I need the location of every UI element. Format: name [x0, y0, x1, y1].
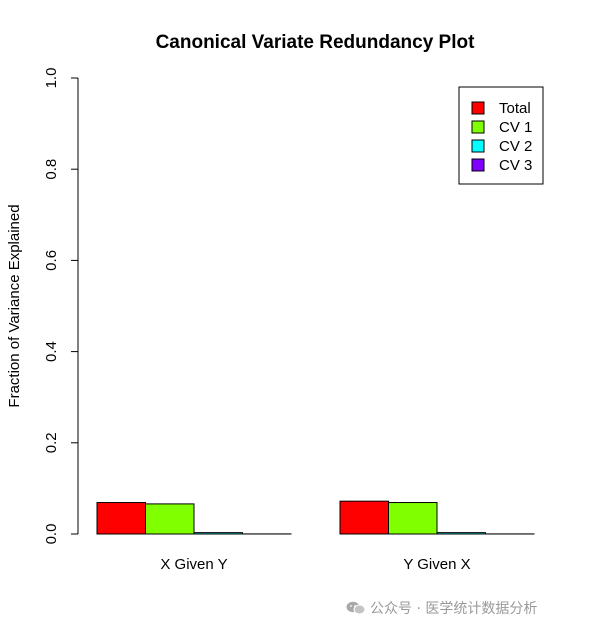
legend-label: CV 2: [499, 138, 532, 155]
y-tick-label: 0.6: [43, 250, 60, 271]
bar-total: [339, 500, 389, 535]
y-axis: 0.0 0.2 0.4 0.6 0.8 1.0: [43, 68, 79, 545]
bar-cv-1: [145, 503, 195, 535]
bar-cv-1: [388, 502, 438, 535]
y-tick-label: 0.4: [43, 341, 60, 362]
bars-group: [96, 500, 535, 535]
wechat-icon: [346, 601, 366, 615]
y-tick-label: 0.8: [43, 159, 60, 180]
legend-swatch: [471, 139, 485, 153]
y-tick-label: 0.2: [43, 432, 60, 453]
y-tick-label: 0.0: [43, 524, 60, 545]
legend-label: CV 3: [499, 157, 532, 174]
y-tick-label: 1.0: [43, 68, 60, 89]
x-category-label: Y Given X: [403, 556, 470, 573]
watermark-text: 公众号 · 医学统计数据分析: [370, 601, 538, 617]
chart-title: Canonical Variate Redundancy Plot: [156, 32, 476, 53]
legend: Total CV 1 CV 2 CV 3: [458, 86, 544, 185]
x-category-label: X Given Y: [160, 556, 227, 573]
legend-swatch: [471, 101, 485, 115]
x-tick-labels: X Given Y Y Given X: [160, 556, 470, 573]
bar-total: [96, 502, 146, 535]
legend-swatch: [471, 120, 485, 134]
legend-swatch: [471, 158, 485, 172]
watermark: 公众号 · 医学统计数据分析: [346, 598, 537, 618]
y-axis-title: Fraction of Variance Explained: [6, 204, 23, 407]
legend-label: CV 1: [499, 119, 532, 136]
legend-label: Total: [499, 100, 531, 117]
